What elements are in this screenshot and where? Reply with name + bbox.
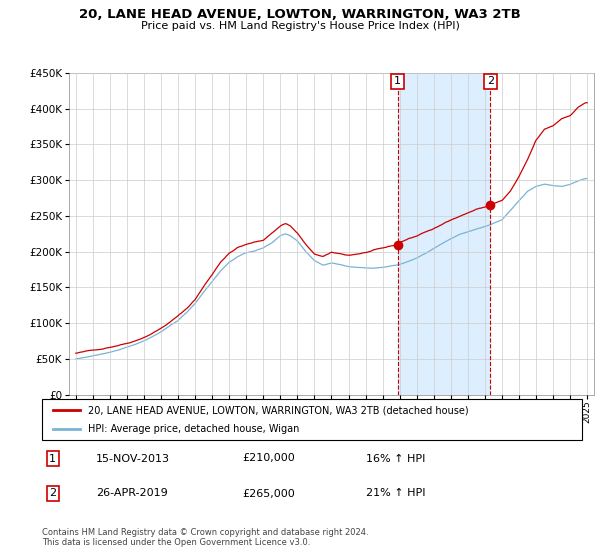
Text: 20, LANE HEAD AVENUE, LOWTON, WARRINGTON, WA3 2TB (detached house): 20, LANE HEAD AVENUE, LOWTON, WARRINGTON… bbox=[88, 405, 469, 415]
Text: HPI: Average price, detached house, Wigan: HPI: Average price, detached house, Wiga… bbox=[88, 424, 299, 433]
Text: 2: 2 bbox=[49, 488, 56, 498]
Bar bbox=[398, 73, 490, 395]
Text: 26-APR-2019: 26-APR-2019 bbox=[96, 488, 168, 498]
Text: 21% ↑ HPI: 21% ↑ HPI bbox=[366, 488, 425, 498]
Text: 15-NOV-2013: 15-NOV-2013 bbox=[96, 454, 170, 464]
Text: £265,000: £265,000 bbox=[242, 488, 295, 498]
Text: Contains HM Land Registry data © Crown copyright and database right 2024.
This d: Contains HM Land Registry data © Crown c… bbox=[42, 528, 368, 547]
Text: Price paid vs. HM Land Registry's House Price Index (HPI): Price paid vs. HM Land Registry's House … bbox=[140, 21, 460, 31]
Text: 1: 1 bbox=[49, 454, 56, 464]
Text: 1: 1 bbox=[394, 76, 401, 86]
Text: 20, LANE HEAD AVENUE, LOWTON, WARRINGTON, WA3 2TB: 20, LANE HEAD AVENUE, LOWTON, WARRINGTON… bbox=[79, 8, 521, 21]
Text: 2: 2 bbox=[487, 76, 494, 86]
Text: £210,000: £210,000 bbox=[242, 454, 295, 464]
Text: 16% ↑ HPI: 16% ↑ HPI bbox=[366, 454, 425, 464]
